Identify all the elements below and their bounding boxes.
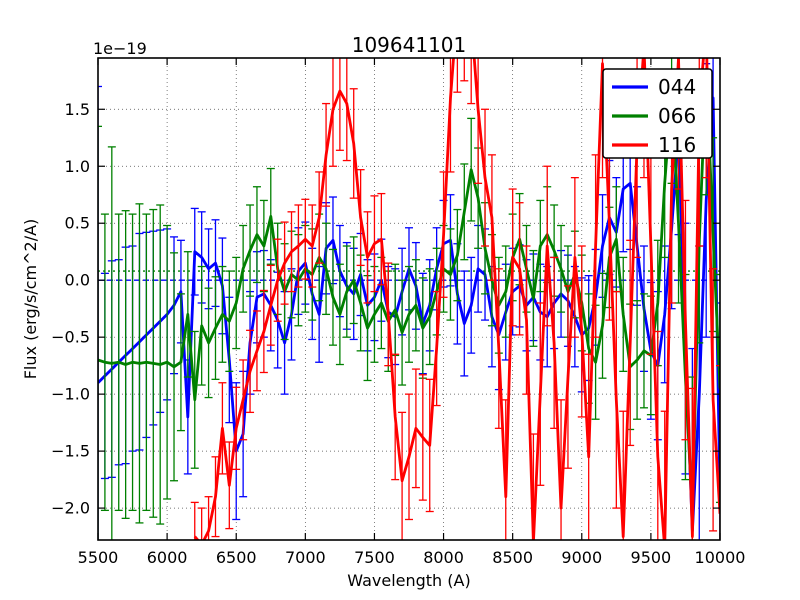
x-tick-label: 8000 (423, 548, 464, 567)
legend: 044 066 116 (602, 68, 713, 159)
legend-label-116: 116 (658, 133, 696, 157)
x-tick-label: 6000 (147, 548, 188, 567)
y-tick-label: −2.0 (51, 499, 90, 518)
data-series (98, 58, 720, 540)
y-tick-label: 0.0 (65, 271, 90, 290)
y-tick-label: −1.5 (51, 442, 90, 461)
series-line-066 (98, 68, 720, 516)
y-tick-label: −1.0 (51, 385, 90, 404)
legend-label-066: 066 (658, 104, 696, 128)
y-axis-label: Flux (erg/s/cm^2/A) (21, 219, 40, 380)
x-tick-label: 5500 (78, 548, 119, 567)
y-tick-labels: −2.0 −1.5 −1.0 −0.5 0.0 0.5 1.0 1.5 (51, 100, 90, 518)
series-line-116 (193, 58, 720, 540)
x-tick-labels: 5500 6000 6500 7000 7500 8000 8500 9000 9500 1000… (78, 548, 746, 567)
x-tick-label: 9000 (561, 548, 602, 567)
y-tick-label: 1.0 (65, 157, 90, 176)
legend-box (602, 68, 713, 159)
x-tick-label: 8500 (492, 548, 533, 567)
y-tick-label: 0.5 (65, 214, 90, 233)
x-tick-label: 7500 (354, 548, 395, 567)
axis-ticks (97, 58, 721, 540)
x-axis-label: Wavelength (A) (347, 571, 470, 590)
x-tick-label: 7000 (285, 548, 326, 567)
y-axis-offset-text: 1e−19 (93, 39, 147, 58)
axes-frame (97, 57, 721, 541)
y-tick-label: 1.5 (65, 100, 90, 119)
x-tick-label: 6500 (216, 548, 257, 567)
x-tick-label: 9500 (631, 548, 672, 567)
y-tick-label: −0.5 (51, 328, 90, 347)
x-tick-label: 10000 (695, 548, 746, 567)
legend-label-044: 044 (658, 75, 696, 99)
plot-title: 109641101 (352, 33, 467, 57)
